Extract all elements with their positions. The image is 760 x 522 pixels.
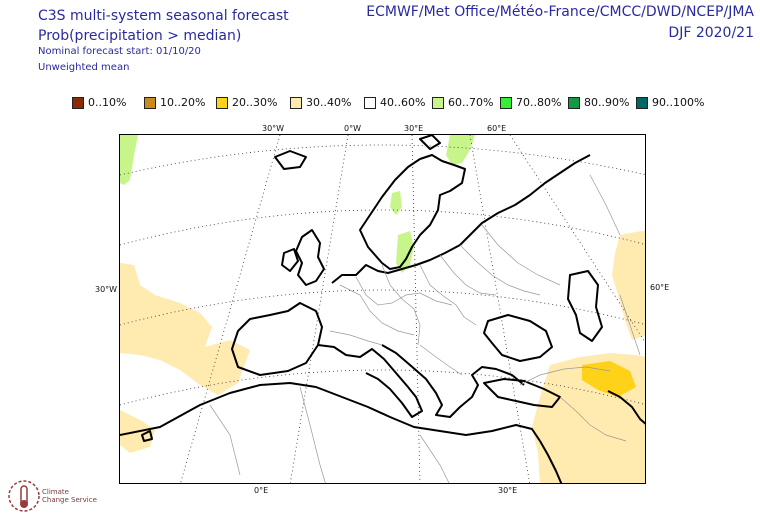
- legend-swatch: [432, 97, 444, 109]
- top-lon-label-4: 60°E: [487, 124, 507, 133]
- coast-iberia: [231, 302, 323, 376]
- map-panel: [119, 134, 646, 484]
- forecast-start-text: Nominal forecast start: 01/10/20: [38, 46, 201, 57]
- logo-line2: Change Service: [42, 496, 97, 504]
- legend-swatch: [568, 97, 580, 109]
- copernicus-emblem-icon: [8, 480, 40, 512]
- legend-swatch: [500, 97, 512, 109]
- top-lon-label-2: 0°W: [344, 124, 361, 133]
- coast-france-med: [317, 344, 423, 418]
- bottom-lon-label-2: 30°E: [498, 486, 518, 495]
- copernicus-logo: [4, 474, 104, 518]
- legend-swatch: [72, 97, 84, 109]
- legend-swatch: [636, 97, 648, 109]
- region-above-baltic: [396, 231, 414, 273]
- coast-north-africa: [120, 382, 541, 442]
- legend-label: 40..60%: [380, 96, 426, 109]
- coast-persian-gulf: [607, 390, 645, 425]
- coast-west-atlantic-islands: [141, 430, 153, 442]
- map-svg: [120, 135, 645, 483]
- legend-swatch: [144, 97, 156, 109]
- legend-swatch: [216, 97, 228, 109]
- region-above-north-atlantic: [120, 135, 138, 185]
- country-borders: [209, 174, 641, 483]
- legend-label: 90..100%: [652, 96, 705, 109]
- shaded-regions: [120, 135, 645, 483]
- coast-black-sea: [483, 314, 553, 362]
- period-text: DJF 2020/21: [668, 25, 754, 41]
- coastlines: [120, 135, 645, 483]
- bottom-lon-label-1: 0°E: [254, 486, 269, 495]
- legend-swatch: [290, 97, 302, 109]
- region-above-norway: [390, 191, 402, 215]
- chart-title: C3S multi-system seasonal forecast: [38, 8, 289, 24]
- coast-caspian: [567, 270, 603, 342]
- provider-text: ECMWF/Met Office/Météo-France/CMCC/DWD/N…: [366, 4, 754, 20]
- coast-mainland-west: [331, 154, 591, 284]
- region-low-middle-east-core: [582, 361, 636, 397]
- chart-subtitle: Prob(precipitation > median): [38, 28, 242, 44]
- legend-label: 30..40%: [306, 96, 352, 109]
- coast-scandinavia: [359, 154, 466, 270]
- legend-label: 80..90%: [584, 96, 630, 109]
- coast-ireland: [281, 248, 299, 272]
- right-grid-label: 60°E: [650, 283, 670, 292]
- graticule: [120, 135, 645, 483]
- left-grid-label: 30°W: [95, 285, 118, 294]
- legend-swatch: [364, 97, 376, 109]
- logo-text: Climate Change Service: [42, 488, 97, 504]
- top-lon-label-3: 30°E: [404, 124, 424, 133]
- region-above-scandinavia-north: [446, 135, 475, 165]
- coast-red-sea: [539, 440, 563, 483]
- legend-label: 60..70%: [448, 96, 494, 109]
- logo-line1: Climate: [42, 488, 69, 496]
- region-below-west-atlantic: [120, 263, 250, 395]
- weighting-text: Unweighted mean: [38, 62, 130, 73]
- coast-balkans: [381, 344, 525, 418]
- coast-iceland: [274, 150, 307, 170]
- coast-svalbard: [419, 135, 441, 150]
- legend-label: 10..20%: [160, 96, 206, 109]
- top-lon-label-1: 30°W: [262, 124, 285, 133]
- legend-label: 0..10%: [88, 96, 127, 109]
- coast-british-isles: [295, 229, 325, 286]
- coast-anatolia: [483, 378, 561, 408]
- legend-label: 20..30%: [232, 96, 278, 109]
- legend-label: 70..80%: [516, 96, 562, 109]
- region-below-northeast: [612, 230, 645, 340]
